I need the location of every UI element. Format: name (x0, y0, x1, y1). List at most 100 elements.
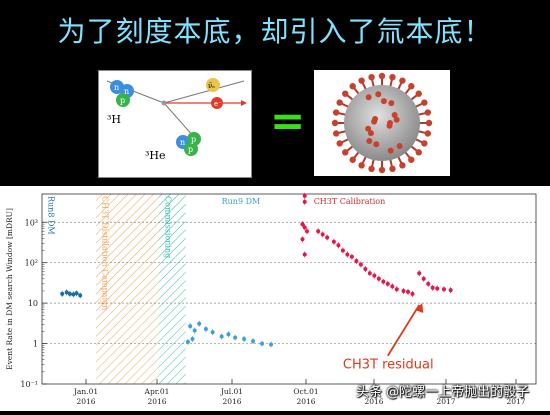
data-point-2-2 (300, 222, 305, 227)
data-point-0-4 (74, 291, 79, 296)
data-point-2-31 (430, 285, 435, 290)
data-point-1-11 (269, 342, 274, 347)
y-tick-label-4: 10³ (25, 218, 38, 227)
chart-svg: 10⁻¹ 1 10 10² 10³ Event Rate in DM search Win… (5, 192, 537, 406)
neutron-label-3: n (180, 138, 185, 147)
data-point-2-18 (367, 271, 372, 276)
helium3-label: ³He (145, 149, 166, 162)
commissioning-label: Commissioning (164, 196, 173, 258)
distillation-hatch-region (95, 194, 159, 384)
run9-label: Run9 DM (222, 197, 261, 206)
data-point-2-22 (385, 281, 390, 286)
data-point-2-30 (426, 281, 431, 286)
coronavirus-image (314, 70, 450, 176)
x-tick-year-label-0: 2016 (76, 397, 95, 406)
data-point-2-16 (358, 262, 363, 267)
event-rate-chart: 10⁻¹ 1 10 10² 10³ Event Rate in DM search Win… (0, 186, 550, 411)
data-point-0-0 (60, 291, 65, 296)
data-point-1-6 (226, 332, 231, 337)
data-point-2-7 (316, 229, 321, 234)
data-point-1-12 (185, 339, 190, 344)
x-tick-year-label-1: 2016 (147, 397, 166, 406)
data-point-2-11 (336, 243, 341, 248)
data-point-2-13 (345, 252, 350, 257)
x-tick-year-label-4: 2016 (364, 397, 383, 406)
data-point-2-9 (325, 235, 330, 240)
data-point-0-3 (71, 292, 76, 297)
data-point-2-6 (302, 252, 307, 257)
data-point-2-33 (441, 287, 446, 292)
data-point-2-0 (302, 193, 307, 198)
data-point-2-3 (302, 225, 307, 230)
data-point-0-2 (67, 291, 72, 296)
y-tick-label-2: 10 (28, 299, 38, 308)
residual-arrow-head (415, 302, 424, 313)
data-point-0-5 (78, 293, 83, 298)
data-point-1-7 (233, 335, 238, 340)
data-point-1-4 (210, 330, 215, 335)
data-point-1-2 (197, 321, 202, 326)
neutron-label-1: n (114, 83, 119, 92)
slide-headline: 为了刻度本底，却引入了氚本底！ (57, 15, 493, 48)
x-tick-month-label-0: Jan.01 (73, 387, 98, 396)
data-point-1-13 (190, 336, 195, 341)
data-point-1-3 (203, 326, 208, 331)
proton-label-2: p (191, 135, 196, 144)
x-tick-year-label-6: 2017 (506, 397, 525, 406)
data-point-2-25 (401, 288, 406, 293)
x-tick-year-label-3: 2016 (296, 397, 315, 406)
data-point-2-24 (394, 287, 399, 292)
neutron-label-2: n (124, 87, 129, 96)
y-tick-label-0: 10⁻¹ (20, 380, 38, 389)
virus-svg (331, 72, 433, 174)
y-tick-label-1: 1 (33, 340, 38, 349)
run8-label: Run8 DM (46, 196, 55, 235)
data-point-1-5 (219, 334, 224, 339)
data-point-1-10 (260, 341, 265, 346)
data-point-2-8 (320, 232, 325, 237)
data-point-2-21 (381, 279, 386, 284)
watermark: 头条 @陀螺一上帝抛出的骰子 (356, 385, 530, 400)
x-tick-month-label-3: Oct.01 (293, 387, 318, 396)
tritium-decay-diagram: n n p ³H ν̄ₑ e⁻ n p p ³He (98, 70, 252, 178)
data-point-2-1 (302, 199, 307, 204)
y-axis-label: Event Rate in DM search Window [mDRU] (5, 208, 14, 370)
data-point-2-26 (406, 289, 411, 294)
equals-sign: = (270, 96, 306, 145)
residual-arrow-line (387, 304, 421, 357)
data-point-2-4 (304, 229, 309, 234)
decay-svg: n n p ³H ν̄ₑ e⁻ n p p ³He (106, 78, 247, 162)
proton-label-1: p (120, 96, 125, 105)
x-tick-year-label-5: 2017 (436, 397, 455, 406)
data-point-1-8 (242, 336, 247, 341)
electron-label: e⁻ (214, 100, 222, 108)
y-tick-label-3: 10² (25, 259, 38, 268)
x-tick-month-label-2: Jul.01 (220, 387, 243, 396)
data-point-2-23 (390, 284, 395, 289)
proton-label-3: p (188, 145, 193, 154)
data-point-2-27 (410, 291, 415, 296)
calibration-label: CH3T Calibration (314, 197, 386, 206)
data-point-2-10 (331, 239, 336, 244)
data-point-2-20 (376, 276, 381, 281)
plot-frame (41, 193, 537, 385)
x-tick-year-label-2: 2016 (222, 397, 241, 406)
data-point-1-9 (251, 339, 256, 344)
data-point-2-19 (372, 273, 377, 278)
x-tick-month-label-1: Apr.01 (144, 387, 170, 396)
antineutrino-label: ν̄ₑ (208, 82, 215, 90)
data-point-1-0 (188, 324, 193, 329)
commissioning-hatch-region (158, 194, 186, 384)
tritium-label: ³H (107, 113, 121, 126)
data-point-0-1 (64, 290, 69, 295)
data-point-2-34 (448, 288, 453, 293)
data-point-2-29 (421, 276, 426, 281)
data-point-2-15 (354, 259, 359, 264)
distillation-label: CH3T Distillation Campaign (101, 196, 110, 310)
data-point-2-5 (300, 237, 305, 242)
residual-annotation: CH3T residual (343, 358, 434, 373)
data-point-2-14 (349, 254, 354, 259)
data-point-2-17 (363, 266, 368, 271)
data-point-1-1 (192, 328, 197, 333)
slide-header: 为了刻度本底，却引入了氚本底！ n n p ³H ν̄ₑ e⁻ n p p (0, 0, 550, 186)
